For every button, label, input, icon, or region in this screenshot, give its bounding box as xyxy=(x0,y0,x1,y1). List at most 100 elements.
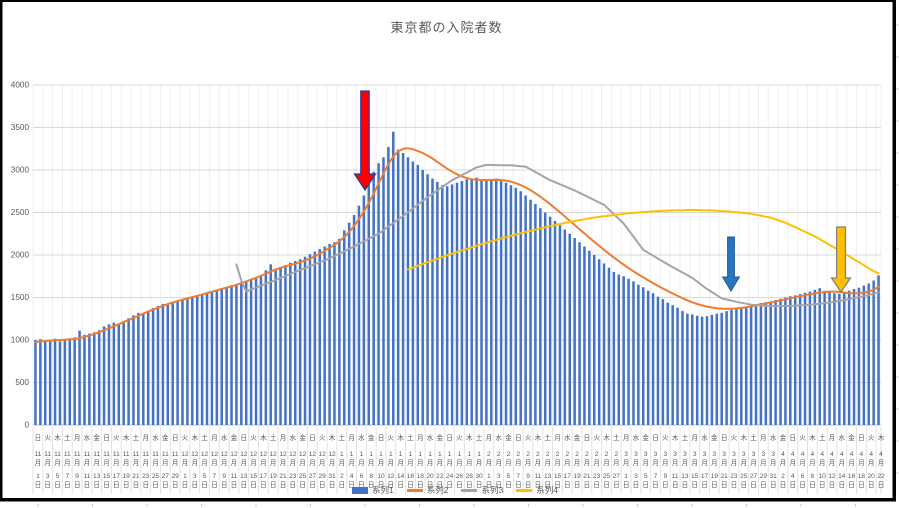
x-axis-tick-label: 木 xyxy=(397,433,404,442)
x-axis-tick-label: 21 xyxy=(279,473,287,480)
bar xyxy=(441,185,444,425)
x-axis-tick-label: 日 xyxy=(211,481,218,489)
x-axis-tick-label: 2 xyxy=(487,451,491,458)
x-axis-tick-label: 月 xyxy=(348,459,355,467)
x-axis-tick-label: 7 xyxy=(654,473,658,480)
bar xyxy=(485,180,488,425)
bar xyxy=(627,278,630,425)
legend-marker-bar xyxy=(352,486,368,494)
bar xyxy=(465,179,469,425)
x-axis-tick-label: 5 xyxy=(507,473,511,480)
x-axis-tick-label: 2 xyxy=(565,451,569,458)
x-axis-tick-label: 月 xyxy=(721,459,728,467)
x-axis-tick-label: 13 xyxy=(544,473,552,480)
x-axis-tick-label: 7 xyxy=(213,473,217,480)
bar xyxy=(289,262,292,425)
x-axis-tick-label: 日 xyxy=(446,434,453,442)
y-axis-tick-label: 4000 xyxy=(11,81,30,90)
bar xyxy=(53,338,57,425)
x-axis-tick-label: 3 xyxy=(762,451,766,458)
bar xyxy=(377,163,380,425)
bar xyxy=(852,289,856,425)
bar xyxy=(828,292,831,425)
bar xyxy=(372,171,375,425)
bar xyxy=(612,272,616,425)
x-axis-tick-label: 2 xyxy=(497,451,501,458)
x-axis-tick-label: 3 xyxy=(722,451,726,458)
x-axis-tick-label: 金 xyxy=(437,433,444,442)
x-axis-tick-label: 28 xyxy=(466,473,474,480)
x-axis-tick-label: 1 xyxy=(409,451,413,458)
bar xyxy=(244,280,248,425)
bar xyxy=(416,164,420,425)
bar xyxy=(607,267,611,425)
x-axis-tick-label: 12 xyxy=(191,451,199,458)
bar xyxy=(813,289,817,425)
x-axis-tick-label: 11 xyxy=(152,451,159,458)
x-axis-tick-label: 火 xyxy=(799,435,806,442)
bar xyxy=(548,216,552,425)
series-line-4 xyxy=(407,208,880,275)
x-axis-tick-label: 日 xyxy=(64,481,71,489)
bar xyxy=(578,242,581,425)
x-axis-tick-label: 12 xyxy=(270,451,278,458)
x-axis-tick-label: 日 xyxy=(113,481,120,489)
x-axis-tick-label: 月 xyxy=(780,459,787,467)
x-axis-tick-label: 1 xyxy=(360,451,364,458)
x-axis-tick-label: 水 xyxy=(427,433,434,442)
x-axis-tick-label: 3 xyxy=(703,451,707,458)
bar xyxy=(715,313,719,425)
x-axis-tick-label: 4 xyxy=(869,451,873,458)
x-axis-tick-label: 水 xyxy=(289,433,296,442)
x-axis-tick-label: 日 xyxy=(407,481,414,489)
bar xyxy=(338,238,341,425)
x-axis-tick-label: 月 xyxy=(456,459,463,467)
x-axis-tick-label: 日 xyxy=(701,481,708,489)
bar xyxy=(48,339,52,425)
x-axis-tick-label: 月 xyxy=(201,459,208,467)
x-axis-tick-label: 日 xyxy=(780,481,787,489)
bar xyxy=(328,243,331,425)
x-axis-tick-label: 金 xyxy=(299,433,306,442)
x-axis-tick-label: 2 xyxy=(614,451,618,458)
bar xyxy=(784,297,787,425)
x-axis-tick-label: 11 xyxy=(103,451,110,458)
x-axis-tick-label: 日 xyxy=(711,481,718,489)
x-axis-tick-label: 日 xyxy=(270,481,277,489)
x-axis-tick-label: 日 xyxy=(240,481,247,489)
x-axis-tick-label: 11 xyxy=(44,451,51,458)
x-axis-tick-label: 月 xyxy=(691,434,698,442)
y-axis-tick-label: 3000 xyxy=(11,166,30,175)
bar xyxy=(803,292,807,425)
x-axis-tick-label: 11 xyxy=(142,451,149,458)
x-axis-tick-label: 日 xyxy=(770,481,777,489)
x-axis-tick-label: 日 xyxy=(54,481,61,489)
x-axis-tick-label: 日 xyxy=(858,434,865,442)
x-axis-tick-label: 木 xyxy=(329,433,336,442)
x-axis-tick-label: 月 xyxy=(740,459,747,467)
x-axis-tick-label: 29 xyxy=(171,473,179,480)
x-axis-tick-label: 4 xyxy=(840,451,844,458)
x-axis-tick-label: 月 xyxy=(388,459,395,467)
x-axis-tick-label: 4 xyxy=(811,451,815,458)
x-axis-tick-label: 3 xyxy=(693,451,697,458)
x-axis-tick-label: 日 xyxy=(789,434,796,442)
bar xyxy=(597,259,601,425)
x-axis-tick-label: 月 xyxy=(486,434,493,442)
x-axis-tick-label: 16 xyxy=(848,473,856,480)
x-axis-tick-label: 土 xyxy=(201,433,208,442)
bar xyxy=(759,303,763,425)
x-axis-tick-label: 月 xyxy=(142,459,149,467)
x-axis-tick-label: 日 xyxy=(309,481,316,489)
x-axis-tick-label: 土 xyxy=(133,433,140,442)
x-axis-tick-label: 土 xyxy=(339,433,346,442)
window-border-bottom xyxy=(0,498,896,502)
bar xyxy=(357,205,361,425)
bar xyxy=(137,312,140,425)
x-axis-tick-label: 11 xyxy=(133,451,140,458)
x-axis-tick-label: 25 xyxy=(603,473,611,480)
bar xyxy=(88,333,91,425)
x-axis-tick-label: 4 xyxy=(791,473,795,480)
x-axis-tick-label: 日 xyxy=(172,481,179,489)
bar xyxy=(553,221,557,425)
